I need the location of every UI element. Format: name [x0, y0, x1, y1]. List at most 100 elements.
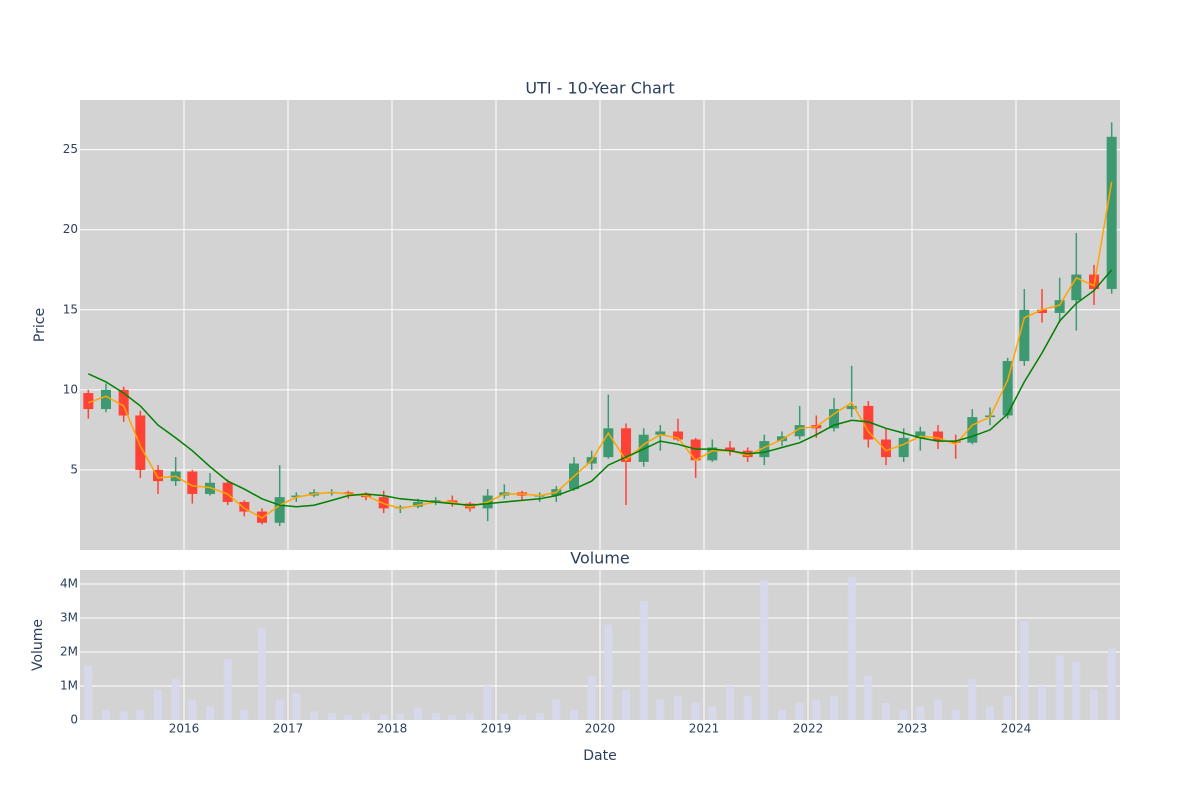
candle-body: [881, 439, 891, 458]
y-tick-label: 1M: [60, 678, 78, 692]
volume-bar: [535, 713, 544, 720]
volume-bar: [864, 675, 873, 720]
volume-bar: [882, 702, 890, 720]
volume-bar: [119, 711, 128, 720]
x-tick-label: 2016: [169, 722, 200, 736]
x-axis-title: Date: [583, 748, 616, 764]
volume-bar: [518, 714, 526, 720]
volume-bar: [795, 702, 804, 720]
x-tick-label: 2017: [273, 722, 304, 736]
volume-bar: [604, 624, 613, 720]
volume-bar: [240, 709, 249, 720]
candle-body: [291, 495, 302, 498]
volume-bar: [327, 713, 336, 720]
volume-bar: [102, 709, 110, 720]
volume-bar: [310, 711, 318, 720]
volume-bar: [188, 699, 197, 720]
y-tick-label: 3M: [60, 610, 78, 624]
candle-body: [725, 447, 735, 451]
volume-bar: [414, 708, 422, 720]
candle-body: [759, 441, 770, 458]
volume-bar: [760, 580, 769, 720]
volume-bar: [726, 685, 734, 720]
candle-body: [118, 389, 129, 416]
volume-bar: [1107, 648, 1116, 720]
y-tick-label: 2M: [60, 644, 78, 658]
volume-bar: [691, 702, 700, 720]
candle-body: [950, 441, 961, 443]
y-axis-title: Price: [32, 308, 48, 342]
volume-bar: [639, 600, 648, 720]
candle-body: [707, 447, 718, 461]
candle-body: [205, 482, 215, 494]
candle-body: [1071, 274, 1082, 301]
x-tick-label: 2024: [1001, 722, 1032, 736]
volume-bar: [258, 628, 266, 720]
volume-bar: [674, 696, 682, 720]
y-tick-label: 25: [63, 142, 78, 156]
volume-bar: [812, 699, 821, 720]
candle-body: [621, 428, 631, 462]
volume-bar: [847, 577, 856, 720]
candle-body: [101, 389, 111, 410]
volume-bar: [587, 675, 596, 720]
volume-bar: [500, 713, 509, 720]
volume-bar: [136, 709, 145, 720]
y-tick-label: 4M: [60, 576, 78, 590]
volume-title: Volume: [570, 549, 630, 568]
moving-average-long: [87, 269, 1113, 508]
y-tick-label: 20: [63, 222, 78, 236]
x-tick-label: 2018: [377, 722, 408, 736]
volume-bar: [934, 699, 942, 720]
volume-bar: [171, 679, 180, 720]
candle-body: [413, 501, 423, 507]
volume-bar: [656, 699, 665, 720]
candle-body: [83, 393, 94, 410]
candle-body: [222, 482, 233, 502]
candle-body: [933, 431, 943, 442]
volume-bar: [379, 714, 388, 720]
candle-body: [465, 503, 475, 509]
volume-bar: [830, 696, 838, 720]
volume-bar: [622, 689, 630, 720]
candle-body: [153, 469, 163, 482]
candle-body: [187, 471, 198, 494]
volume-bar: [154, 689, 162, 720]
volume-bar: [552, 699, 561, 720]
volume-bar: [431, 713, 440, 720]
candle-body: [915, 431, 926, 438]
volume-axis-title: Volume: [30, 619, 46, 671]
candle-body: [829, 409, 839, 429]
candle-body: [378, 497, 389, 509]
volume-bar: [275, 699, 284, 720]
volume-bar: [223, 658, 232, 720]
candle-body: [1037, 309, 1047, 313]
volume-bar: [448, 714, 457, 720]
candle-body: [603, 428, 614, 458]
y-tick-label: 15: [63, 302, 78, 316]
moving-average-short: [88, 181, 1113, 519]
volume-bar: [1020, 621, 1029, 720]
candle-body: [846, 405, 857, 410]
candle-body: [274, 497, 285, 523]
chart-title: UTI - 10-Year Chart: [525, 79, 674, 98]
y-tick-label: 10: [63, 382, 78, 396]
volume-bar: [743, 696, 752, 720]
x-tick-label: 2023: [897, 722, 928, 736]
volume-bar: [986, 706, 994, 720]
candle-body: [430, 500, 441, 502]
volume-bar: [916, 706, 925, 720]
candle-body: [395, 506, 406, 509]
candle-body: [690, 439, 701, 461]
candle-body: [794, 425, 805, 437]
candle-body: [1002, 361, 1013, 416]
candle-body: [343, 492, 354, 494]
volume-bar: [1038, 685, 1046, 720]
volume-bar: [1003, 696, 1012, 720]
x-tick-label: 2022: [793, 722, 824, 736]
volume-bar: [951, 709, 960, 720]
volume-bar: [899, 709, 908, 720]
y-tick-label: 5: [70, 462, 78, 476]
